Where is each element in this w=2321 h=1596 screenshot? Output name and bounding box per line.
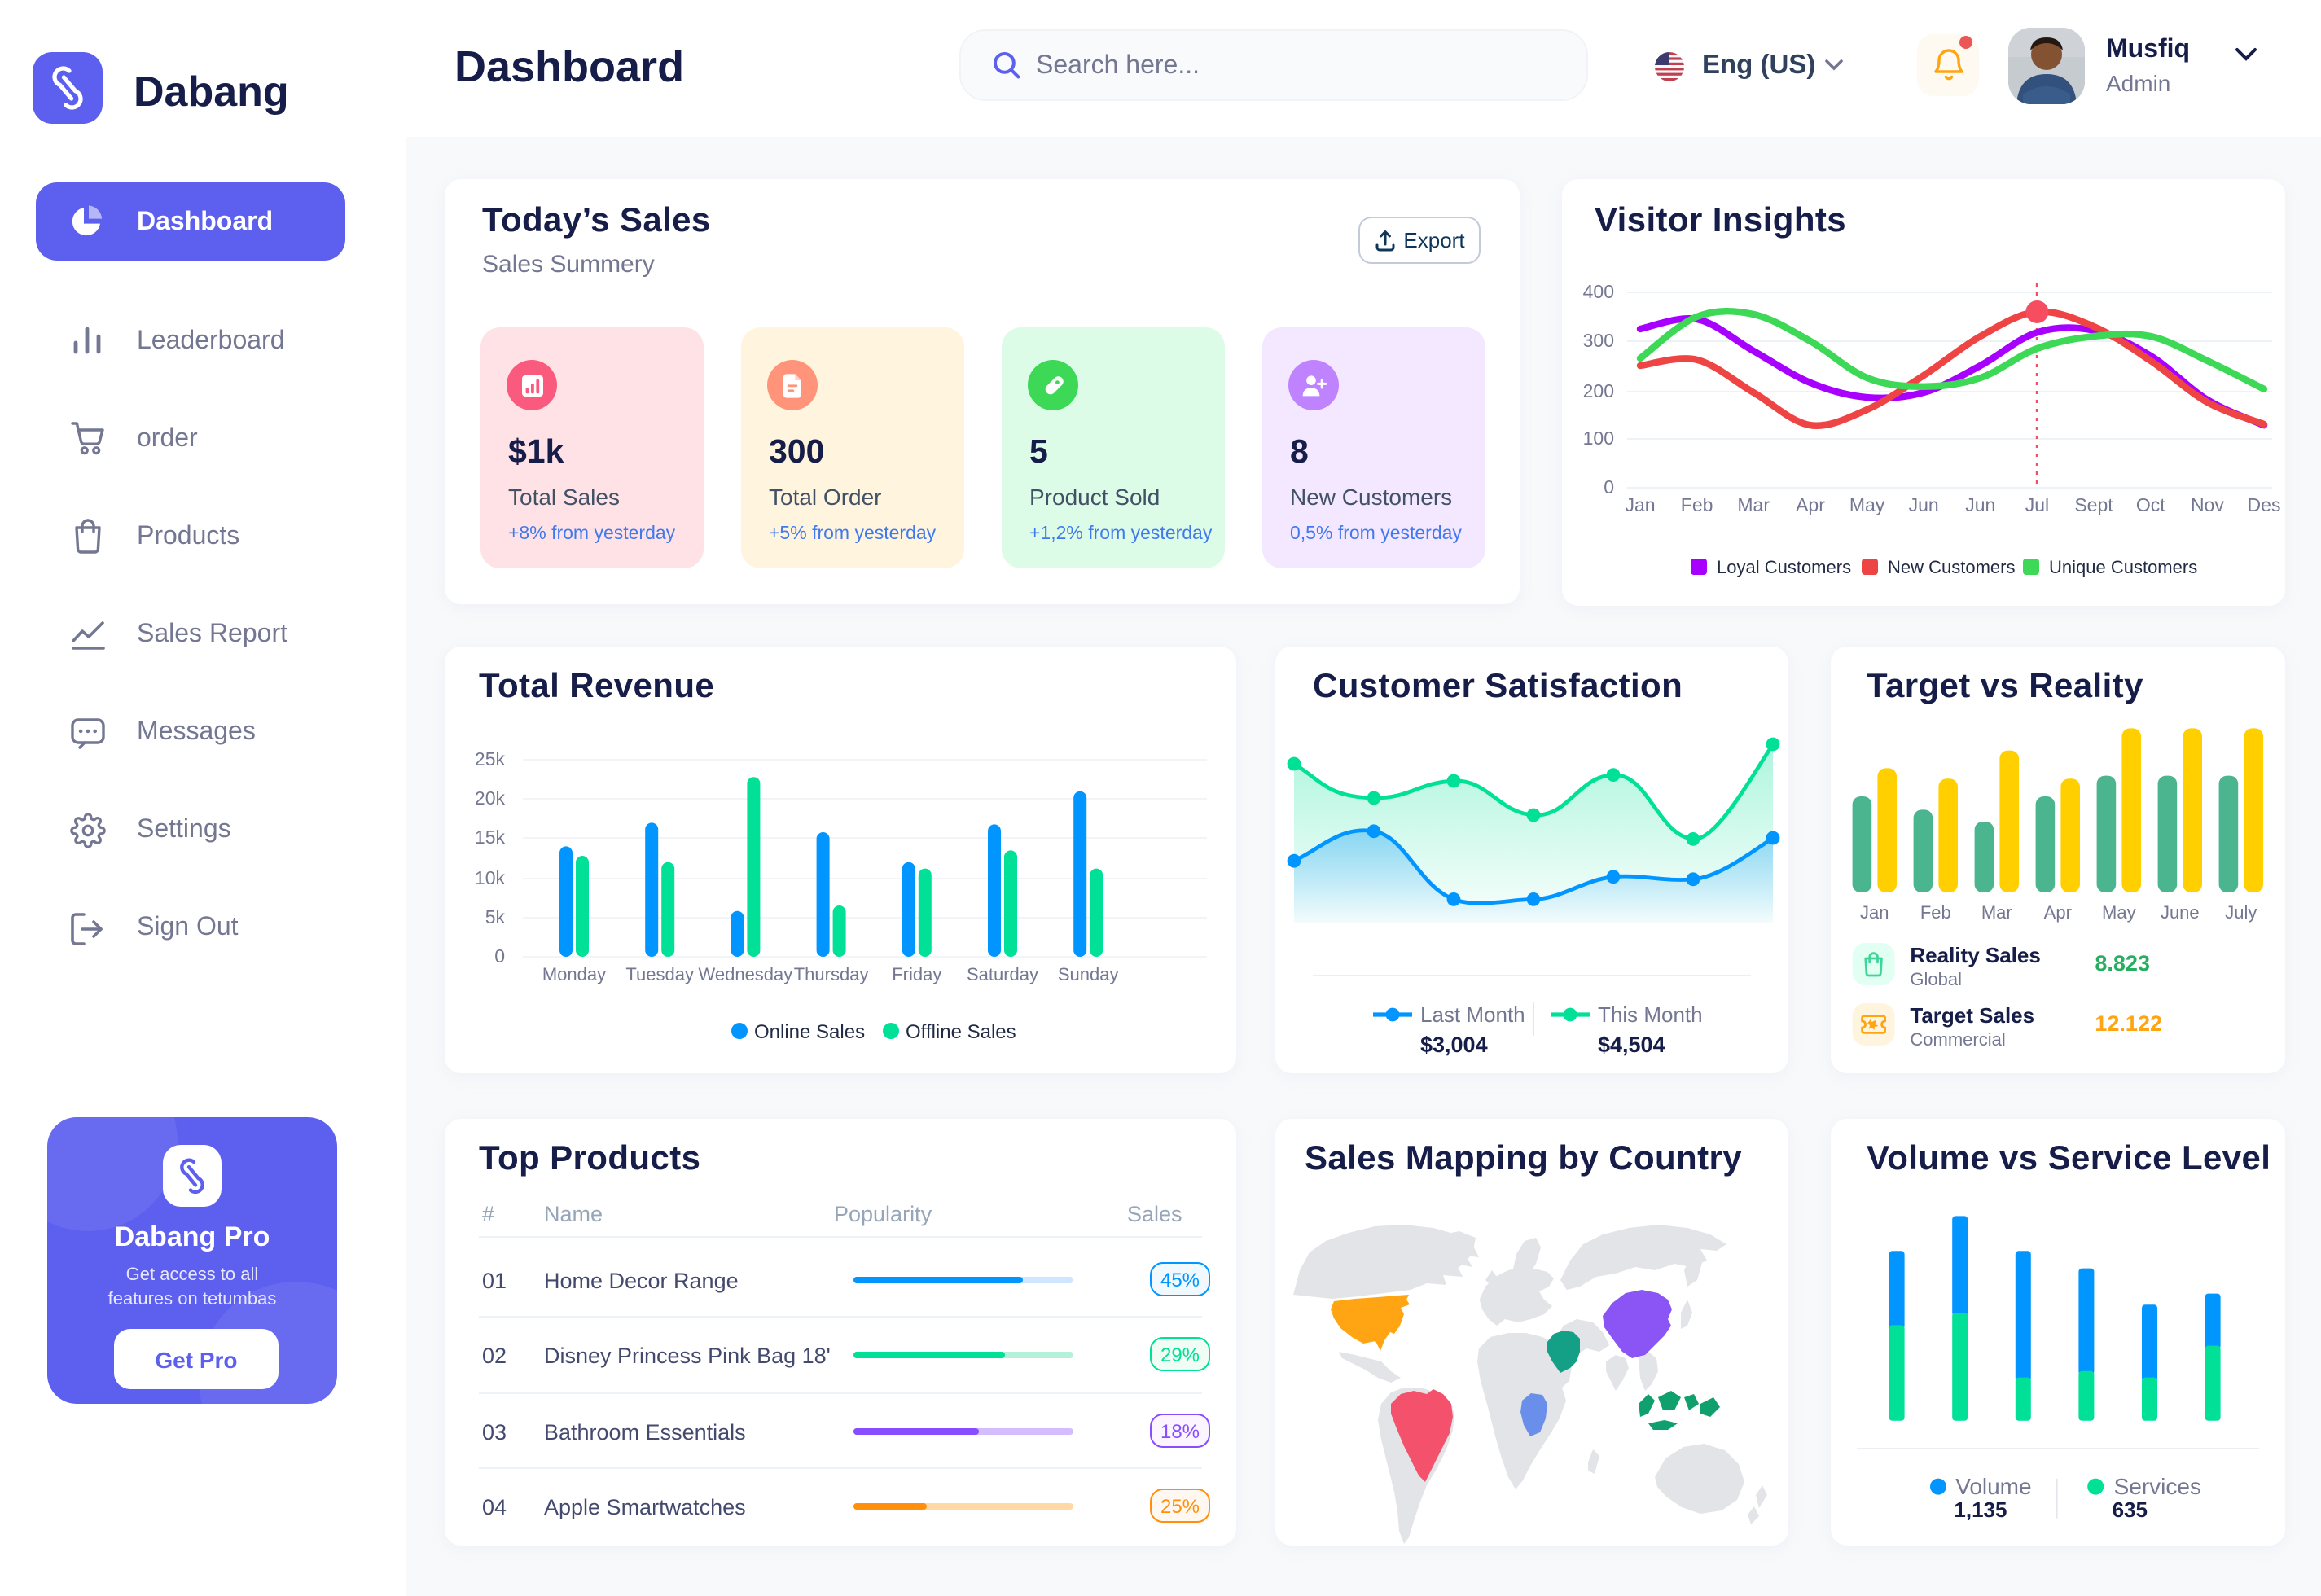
svg-text:100: 100 — [1583, 428, 1614, 449]
svg-text:May: May — [1849, 494, 1885, 515]
svg-text:July: July — [2225, 902, 2257, 923]
svg-text:300: 300 — [1583, 330, 1614, 351]
svg-text:June: June — [2161, 902, 2200, 923]
svg-text:Monday: Monday — [542, 964, 606, 984]
svg-text:Feb: Feb — [1920, 902, 1951, 923]
svg-text:Jun: Jun — [1909, 494, 1939, 515]
svg-text:Mar: Mar — [1981, 902, 2012, 923]
svg-text:Jul: Jul — [2025, 494, 2049, 515]
svg-text:12.122: 12.122 — [2095, 1011, 2162, 1036]
svg-text:Loyal Customers: Loyal Customers — [1717, 557, 1851, 577]
svg-text:0: 0 — [494, 945, 505, 967]
svg-text:Feb: Feb — [1681, 494, 1713, 515]
svg-text:5k: 5k — [485, 906, 506, 927]
svg-text:Sunday: Sunday — [1058, 964, 1119, 984]
svg-text:Wednesday: Wednesday — [699, 964, 793, 984]
svg-text:Apr: Apr — [1796, 494, 1825, 515]
svg-text:$4,504: $4,504 — [1598, 1033, 1665, 1057]
svg-text:Oct: Oct — [2136, 494, 2165, 515]
svg-text:Sept: Sept — [2074, 494, 2113, 515]
svg-text:Jan: Jan — [1625, 494, 1655, 515]
svg-text:Jun: Jun — [1965, 494, 1995, 515]
svg-text:This Month: This Month — [1598, 1002, 1703, 1027]
svg-text:15k: 15k — [475, 826, 506, 848]
svg-text:New Customers: New Customers — [1888, 557, 2015, 577]
svg-text:Online Sales: Online Sales — [754, 1021, 865, 1043]
svg-text:May: May — [2102, 902, 2136, 923]
svg-text:Tuesday: Tuesday — [625, 964, 694, 984]
svg-text:Des: Des — [2248, 494, 2281, 515]
svg-text:20k: 20k — [475, 787, 506, 809]
svg-text:Saturday: Saturday — [967, 964, 1038, 984]
svg-text:Offline Sales: Offline Sales — [906, 1021, 1016, 1043]
svg-text:635: 635 — [2113, 1497, 2148, 1522]
svg-text:200: 200 — [1583, 380, 1614, 401]
svg-text:Last Month: Last Month — [1420, 1002, 1525, 1027]
svg-text:8.823: 8.823 — [2095, 951, 2150, 976]
svg-text:Jan: Jan — [1860, 902, 1889, 923]
svg-text:Target Sales: Target Sales — [1910, 1003, 2034, 1028]
svg-text:Thursday: Thursday — [794, 964, 869, 984]
svg-text:$3,004: $3,004 — [1420, 1033, 1488, 1057]
svg-text:Nov: Nov — [2191, 494, 2224, 515]
svg-text:Volume: Volume — [1955, 1474, 2031, 1499]
svg-text:25k: 25k — [475, 748, 506, 770]
svg-text:Apr: Apr — [2044, 902, 2072, 923]
svg-text:0: 0 — [1604, 476, 1614, 498]
svg-text:Mar: Mar — [1737, 494, 1770, 515]
svg-text:Unique Customers: Unique Customers — [2049, 557, 2197, 577]
svg-text:400: 400 — [1583, 281, 1614, 302]
svg-text:10k: 10k — [475, 867, 506, 888]
svg-text:Services: Services — [2114, 1474, 2201, 1499]
svg-text:Global: Global — [1910, 969, 1962, 989]
svg-text:1,135: 1,135 — [1954, 1497, 2007, 1522]
svg-text:Commercial: Commercial — [1910, 1029, 2005, 1050]
svg-text:Friday: Friday — [892, 964, 941, 984]
svg-text:Reality Sales: Reality Sales — [1910, 943, 2040, 967]
